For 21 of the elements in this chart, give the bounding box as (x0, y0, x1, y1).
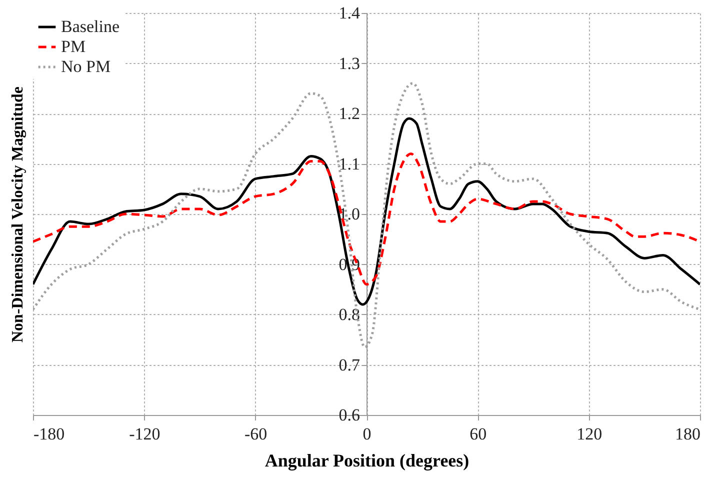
y-tick-label: 1.1 (338, 154, 360, 174)
legend-label: Baseline (61, 17, 120, 36)
x-tick-label: -60 (244, 424, 268, 444)
line-series (33, 152, 700, 286)
x-tick-label: 180 (675, 424, 700, 444)
y-tick-label: 1.0 (338, 204, 360, 224)
x-tick-label: 120 (576, 424, 602, 444)
legend-label: PM (61, 37, 86, 56)
y-tick-label: 0.7 (338, 355, 360, 374)
legend-label: No PM (61, 57, 111, 76)
x-axis-title: Angular Position (degrees) (264, 450, 470, 470)
x-tick-label: -120 (129, 424, 160, 444)
y-tick-label: 1.2 (338, 104, 360, 123)
y-tick-label: 0.8 (338, 305, 360, 324)
y-axis-title: Non-Dimensional Velocity Magnitude (10, 86, 26, 343)
y-tick-label: 0.6 (338, 406, 360, 424)
y-tick-label: 1.3 (338, 54, 360, 73)
x-tick-label: 0 (362, 424, 372, 444)
x-tick-label: -180 (34, 424, 65, 444)
y-tick-label: 1.4 (338, 4, 360, 22)
x-tick-label: 60 (470, 424, 487, 444)
